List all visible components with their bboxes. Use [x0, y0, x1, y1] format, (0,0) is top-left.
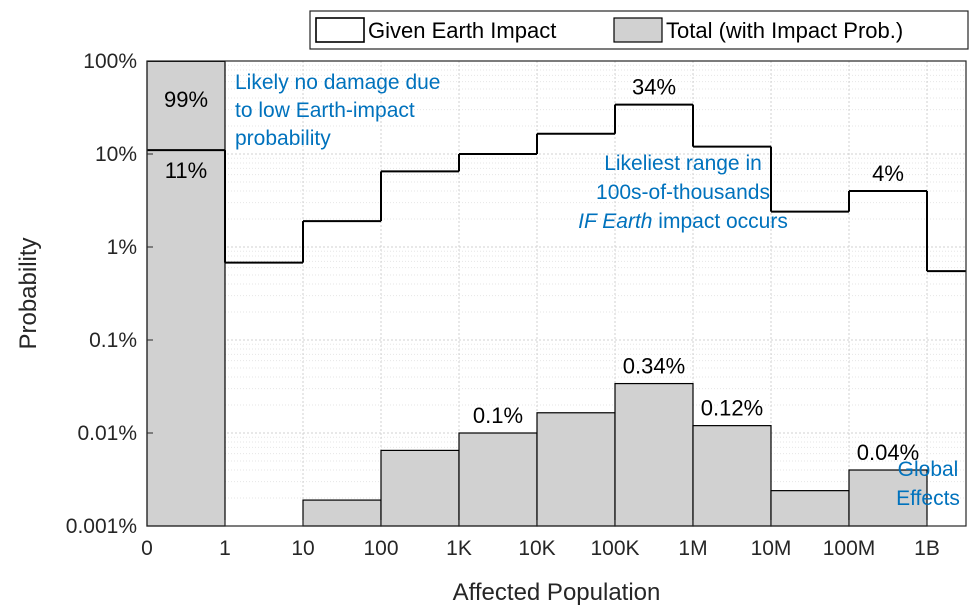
y-tick-label: 0.01% — [77, 422, 137, 445]
annotation-likeliest-range: IF Earth impact occurs — [578, 210, 788, 233]
bar-1M-10M — [692, 425, 772, 527]
data-label: 34% — [632, 75, 676, 100]
y-tick-label: 0.001% — [66, 515, 137, 538]
annotation-likeliest-range: Likeliest range in — [604, 152, 762, 175]
x-tick-label: 1K — [446, 537, 472, 560]
x-tick-label: 1B — [914, 537, 940, 560]
bar-10-100 — [302, 499, 382, 527]
bar-100M-1B — [848, 469, 928, 527]
annotation-low-probability: probability — [235, 127, 331, 150]
annotation-global-effects: Global — [898, 458, 959, 481]
annotation-likeliest-range: 100s-of-thousands — [596, 181, 770, 204]
legend-label-given: Given Earth Impact — [368, 18, 556, 43]
y-tick-label: 100% — [83, 50, 137, 73]
x-tick-label: 100M — [823, 537, 876, 560]
x-tick-label: 10M — [751, 537, 792, 560]
axis-titles: Affected Population Probability — [15, 237, 660, 606]
data-label: 11% — [165, 158, 207, 183]
bar-1K-10K — [458, 432, 538, 527]
annotation-rest-span: impact occurs — [652, 210, 787, 233]
given-impact-series — [147, 103, 966, 273]
x-tick-label: 0 — [141, 537, 153, 560]
annotation-global-effects: Effects — [896, 487, 960, 510]
data-label: 99% — [164, 87, 208, 112]
legend-label-total: Total (with Impact Prob.) — [666, 18, 903, 43]
data-labels: 99% 11% 34% 4% 0.1% 0.34% 0.12% 0.04% — [164, 75, 919, 465]
data-label: 0.04% — [857, 440, 919, 465]
bar-0-1 — [146, 60, 226, 527]
annotation-low-probability: to low Earth-impact — [235, 99, 415, 122]
y-tick-label: 1% — [107, 236, 137, 259]
bar-10K-100K — [536, 412, 616, 527]
legend: Given Earth Impact Total (with Impact Pro… — [309, 10, 969, 50]
legend-swatch-total — [613, 17, 663, 43]
x-axis-title: Affected Population — [453, 579, 661, 606]
legend-swatch-given — [315, 17, 365, 43]
bar-100-1K — [380, 449, 460, 527]
annotation-italic-span: IF Earth — [578, 210, 652, 233]
bar-100K-1M — [614, 382, 694, 527]
x-tick-label: 10 — [291, 537, 314, 560]
axis-ticks: 0 1 10 100 1K 10K 100K 1M 10M 100M 1B 0.001% 0.01% 0.… — [66, 50, 940, 560]
annotation-low-probability: Likely no damage due — [235, 71, 440, 94]
y-tick-label: 10% — [95, 143, 137, 166]
plot-border — [146, 60, 967, 527]
x-tick-label: 10K — [518, 537, 555, 560]
data-label: 0.12% — [701, 396, 763, 421]
bar-10M-100M — [770, 490, 850, 527]
data-label: 0.1% — [473, 403, 523, 428]
x-tick-label: 1 — [219, 537, 231, 560]
y-axis-title: Probability — [15, 237, 42, 349]
x-tick-label: 100 — [363, 537, 398, 560]
plot-frame — [146, 60, 967, 527]
x-tick-label: 1M — [678, 537, 707, 560]
data-label: 0.34% — [623, 354, 685, 379]
data-label: 4% — [872, 161, 904, 186]
x-tick-label: 100K — [590, 537, 639, 560]
annotations: Likely no damage due to low Earth-impact p… — [235, 71, 960, 510]
y-tick-label: 0.1% — [89, 329, 137, 352]
